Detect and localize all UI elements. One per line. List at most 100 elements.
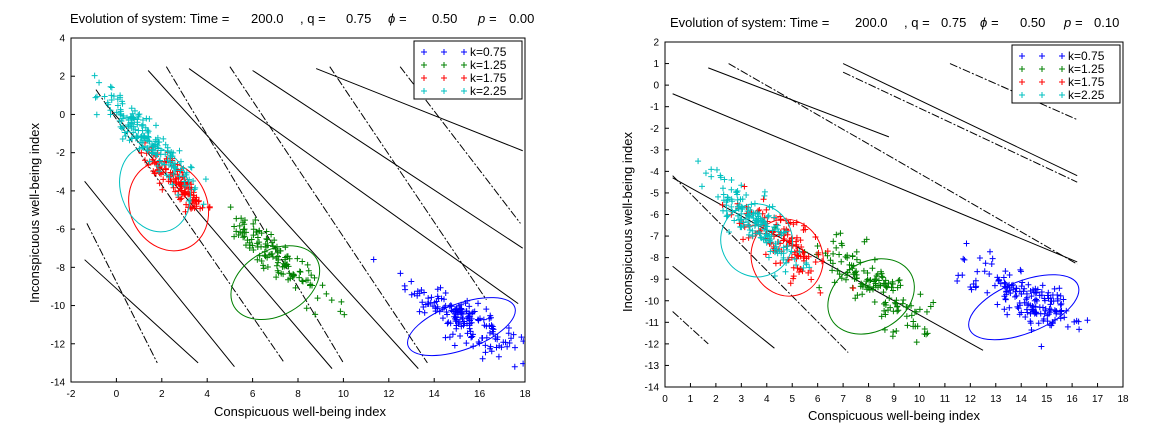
right-legend-box [1011,44,1121,104]
left-legend-label: k=0.75 [470,45,507,59]
left-point-k225 [108,84,115,91]
right-solid-line [672,93,1078,263]
right-x-tick-label: 10 [914,394,926,405]
right-y-tick-label: -14 [645,383,660,394]
right-point-k225 [736,216,743,223]
right-x-tick-label: 9 [891,394,897,405]
left-point-k175 [162,165,169,172]
right-point-k075 [1047,295,1054,302]
right-point-k125 [830,250,837,257]
right-point-k225 [750,215,757,222]
right-point-k125 [833,231,840,238]
right-y-tick-label: -11 [645,318,659,329]
right-legend-marker [1039,53,1045,59]
left-point-k075 [500,339,507,346]
right-point-k075 [1010,286,1017,293]
right-x-tick-label: 7 [840,394,846,405]
right-point-k125 [924,330,931,337]
right-point-k175 [824,248,831,255]
right-point-k075 [1028,293,1035,300]
right-point-k125 [814,242,821,249]
left-point-k075 [419,299,426,306]
left-point-k075 [486,322,493,329]
left-point-k125 [314,295,321,302]
right-point-k225 [764,223,771,230]
right-point-k225 [713,166,720,173]
right-point-k075 [1017,266,1024,273]
right-point-k175 [805,269,812,276]
right-x-tick-label: 5 [789,394,795,405]
left-dashdot-line [165,66,344,364]
left-point-k075 [487,343,494,350]
left-point-k175 [178,195,185,202]
left-point-k175 [163,155,170,162]
right-point-k075 [1002,268,1009,275]
right-point-k125 [904,322,911,329]
right-point-k125 [816,284,823,291]
left-chart-title-time: 200.0 [251,11,284,26]
left-point-k225 [155,139,162,146]
right-point-k075 [1006,271,1013,278]
left-point-k175 [138,149,145,156]
right-point-k225 [746,223,753,230]
left-y-tick-label: -10 [51,301,66,312]
right-point-k075 [1033,297,1040,304]
right-point-k225 [784,246,791,253]
left-y-tick-label: 0 [59,110,65,121]
left-point-k075 [455,302,462,309]
left-point-k075 [408,291,415,298]
right-point-k175 [740,236,747,243]
right-point-k125 [908,312,915,319]
left-point-k175 [192,197,199,204]
left-point-k125 [227,204,234,211]
right-solid-line [708,67,890,138]
right-y-tick-label: -12 [645,339,660,350]
left-chart-x-axis-label: Conspicuous well-being index [214,404,386,419]
left-point-k075 [494,336,501,343]
right-y-tick-label: -4 [650,167,659,178]
left-point-k125 [231,233,238,240]
left-point-k225 [130,114,137,121]
left-point-k225 [202,176,209,183]
left-point-k125 [238,215,245,222]
right-point-k075 [1001,293,1008,300]
right-point-k075 [1027,310,1034,317]
left-point-k225 [117,94,124,101]
right-point-k075 [1015,305,1022,312]
left-point-k125 [290,272,297,279]
left-point-k175 [172,188,179,195]
left-point-k075 [442,290,449,297]
right-point-k225 [740,219,747,226]
right-point-k175 [800,254,807,261]
right-point-k175 [808,276,815,283]
right-point-k075 [1031,289,1038,296]
left-chart-title-prefix: Evolution of system: Time = [70,11,229,26]
left-point-k125 [258,257,265,264]
left-point-k075 [466,317,473,324]
right-point-k075 [994,301,1001,308]
right-x-tick-label: 14 [1016,394,1028,405]
left-point-k175 [193,201,200,208]
left-point-k225 [181,178,188,185]
right-point-k125 [839,242,846,249]
right-point-k075 [1047,301,1054,308]
right-legend: k=0.75k=1.25k=1.75k=2.25 [1011,44,1121,104]
right-y-tick-label: 1 [653,59,659,70]
left-point-k225 [172,165,179,172]
right-point-k075 [1007,290,1014,297]
left-dashdot-line [86,223,158,364]
left-point-k125 [250,232,257,239]
right-y-tick-label: -3 [650,145,659,156]
right-solid-line [672,265,775,349]
left-point-k125 [303,305,310,312]
left-point-k075 [504,343,511,350]
right-x-tick-label: 11 [940,394,951,405]
left-point-k225 [113,109,120,116]
left-chart-y-axis-label: Inconspicuous well-being index [27,123,42,303]
right-ellipse-k175 [750,218,824,297]
left-point-k225 [145,138,152,145]
left-point-k075 [437,284,444,291]
left-legend-marker [421,88,427,94]
left-point-k075 [510,331,517,338]
left-ellipse-k175 [128,161,210,252]
